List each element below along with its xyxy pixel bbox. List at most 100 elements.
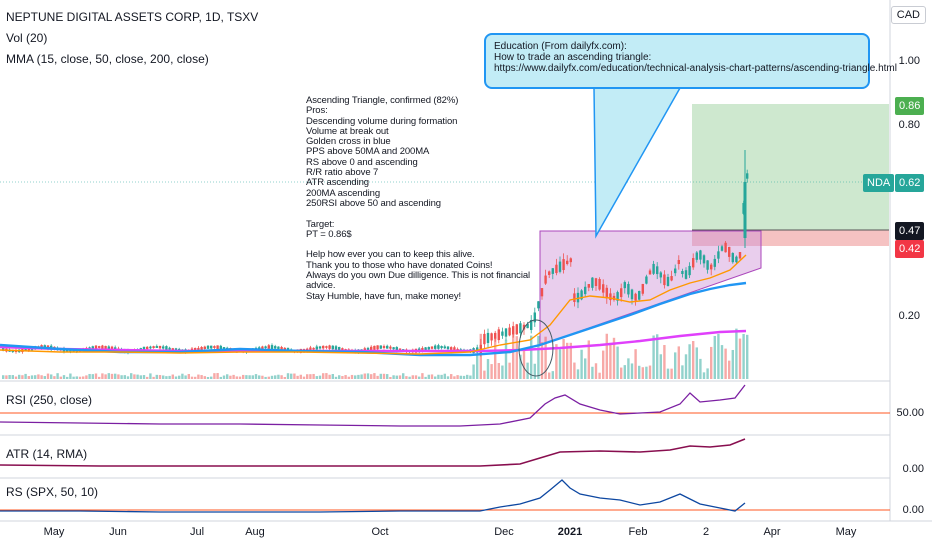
volume-bar [742,333,745,379]
volume-bar [318,375,322,379]
ma200-line [0,329,747,353]
volume-bar [357,374,360,379]
ascending-triangle [539,230,762,346]
volume-bar [376,375,379,379]
volume-bar [620,367,623,379]
volume-bar [576,369,580,379]
volume-bar [69,373,72,379]
volume-bar [706,368,709,379]
volume-bar [178,375,181,379]
volume-bar [78,376,82,379]
volume-bar [14,376,18,379]
mma-indicator-label[interactable]: MMA (15, close, 50, close, 200, close) [6,52,209,66]
volume-bar [277,374,280,379]
volume-bar [30,375,34,379]
volume-bar [526,362,529,379]
volume-bar [446,376,450,379]
ma15-line [0,254,747,355]
volume-bar [82,376,85,379]
volume-bar [623,365,626,379]
atr-pane-title[interactable]: ATR (14, RMA) [6,447,88,461]
current-price-tag: 0.62 [895,174,925,192]
time-axis-label: Aug [245,526,265,538]
volume-bar [594,363,598,379]
volume-bar [395,375,398,379]
volume-bar [677,346,680,379]
volume-bar [354,375,357,379]
volume-bar [504,339,508,379]
volume-bar [264,376,267,379]
volume-bar [334,376,338,379]
volume-bar [312,373,315,379]
time-axis-label: Jun [109,526,127,538]
volume-bar [562,339,565,379]
volume-bar [402,373,405,379]
volume-bar [456,375,459,379]
volume-bar [530,335,533,379]
volume-bar [254,374,258,379]
volume-bar [146,376,149,379]
volume-bar [728,360,731,379]
volume-bar [139,375,142,379]
rsi-pane-title[interactable]: RSI (250, close) [6,393,93,407]
volume-bar [293,373,296,379]
volume-bar [306,374,309,379]
chart-title[interactable]: NEPTUNE DIGITAL ASSETS CORP, 1D, TSXV [6,10,259,24]
entry-price-tag: 0.47 [895,222,925,240]
volume-bar [21,375,24,379]
volume-bar [350,374,354,379]
volume-bar [347,376,350,379]
volume-bar [522,348,526,379]
education-callout[interactable]: Education (From dailyfx.com): How to tra… [484,33,897,89]
volume-bar [258,375,261,379]
volume-bar [261,375,264,379]
volume-bar [366,373,370,379]
volume-bars [2,328,749,379]
time-axis-label: May [43,526,65,538]
volume-bar [612,337,616,379]
volume-bar [341,376,344,379]
volume-bar [641,367,644,379]
volume-bar [194,376,197,379]
volume-bar [591,366,594,379]
volume-bar [659,354,662,379]
volume-bar [462,375,466,379]
volume-bar [130,373,133,379]
volume-bar [469,375,472,379]
volume-bar [203,376,206,379]
volume-bar [98,376,101,379]
atr-line [0,438,746,467]
volume-bar [34,375,37,379]
volume-bar [197,374,200,379]
rs-pane-title[interactable]: RS (SPX, 50, 10) [6,485,99,499]
volume-bar [219,376,222,379]
volume-bar [512,334,515,379]
volume-bar [62,375,66,379]
volume-bar [466,374,469,379]
volume-bar [94,373,98,379]
volume-bar [229,375,232,379]
volume-bar [75,376,78,379]
volume-indicator-label[interactable]: Vol (20) [6,31,48,45]
volume-bar [414,375,418,379]
volume-bar [717,333,720,379]
volume-bar [315,376,318,379]
volume-bar [242,374,245,379]
volume-bar [274,375,277,379]
volume-bar [450,374,453,379]
volume-bar [117,374,120,379]
volume-bar [158,375,162,379]
currency-button[interactable]: CAD [890,6,926,24]
price-axis-label: 1.00 [898,55,920,67]
volume-bar [681,365,684,379]
volume-bar [280,375,283,379]
volume-bar [27,376,30,379]
volume-bar [370,374,373,379]
volume-bar [184,375,187,379]
volume-bar [501,365,504,379]
analysis-note[interactable]: Ascending Triangle, confirmed (82%) Pros… [306,95,531,302]
volume-bar [104,374,107,379]
volume-bar [692,341,695,379]
volume-bar [519,354,522,379]
